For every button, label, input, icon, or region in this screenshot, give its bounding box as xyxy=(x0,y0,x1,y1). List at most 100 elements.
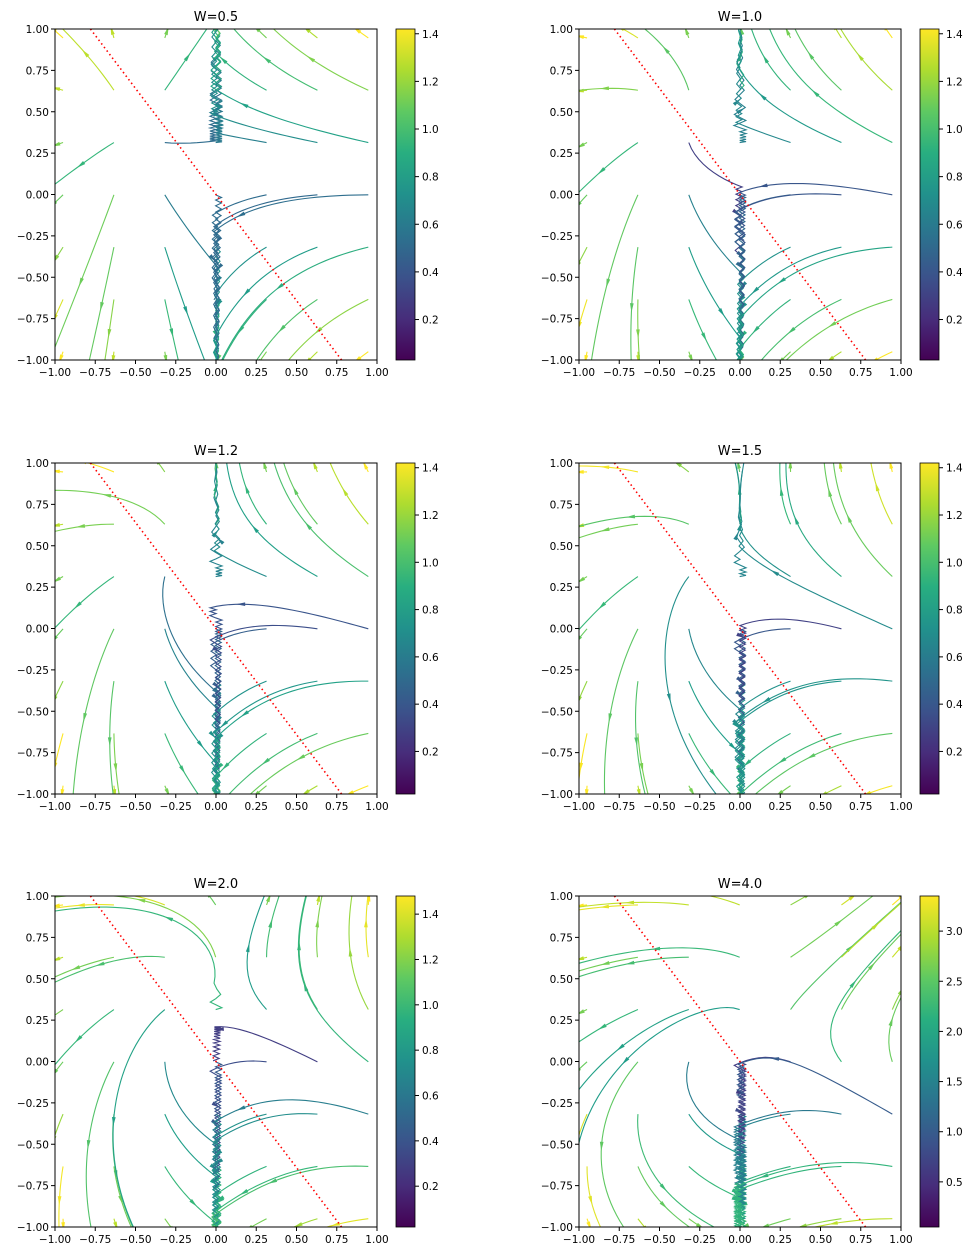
streamline xyxy=(131,896,165,906)
x-tick-label: 0.50 xyxy=(809,1234,832,1246)
streamline xyxy=(840,933,901,1010)
streamline-arrow xyxy=(164,29,169,36)
streamline xyxy=(707,896,740,906)
colorbar-tick-label: 1.4 xyxy=(422,29,439,41)
colorbar xyxy=(919,462,940,795)
colorbar-tick-label: 0.8 xyxy=(422,605,439,617)
streamline xyxy=(797,1218,842,1227)
streamline-arrow xyxy=(306,55,316,63)
colorbar-tick-label: 0.2 xyxy=(946,315,963,327)
streamline xyxy=(891,896,901,906)
x-tick-label: −0.50 xyxy=(643,1234,675,1246)
streamline-arrow xyxy=(588,1195,593,1206)
x-tick-label: 1.00 xyxy=(889,801,912,813)
y-tick-label: 0.00 xyxy=(550,1057,573,1069)
streamline xyxy=(781,351,791,360)
x-tick-label: 0.00 xyxy=(204,1234,227,1246)
streamline-arrow xyxy=(113,763,118,773)
x-tick-label: 0.25 xyxy=(245,801,268,813)
streamline-arrow xyxy=(296,754,306,761)
streamline xyxy=(213,463,267,578)
streamline-arrow xyxy=(305,29,311,34)
chart-title: W=2.0 xyxy=(194,877,238,892)
colorbar-tick-label: 0.6 xyxy=(946,219,963,231)
streamline-arrow xyxy=(770,569,780,577)
y-tick-label: 1.00 xyxy=(26,891,49,903)
x-tick-label: 0.50 xyxy=(285,1234,308,1246)
colorbar-tick-label: 1.0 xyxy=(422,557,439,569)
x-tick-label: −0.25 xyxy=(684,801,716,813)
streamline-arrow xyxy=(86,1139,91,1150)
streamline xyxy=(210,29,369,144)
streamline xyxy=(55,1009,64,1016)
y-tick-label: −1.00 xyxy=(17,355,49,367)
streamline-arrow xyxy=(304,521,313,531)
streamline xyxy=(785,463,842,577)
streamline xyxy=(738,680,791,794)
streamline-arrow xyxy=(734,1131,744,1137)
streamline-arrow xyxy=(237,325,245,335)
streamlines xyxy=(55,896,371,1227)
streamline-arrow xyxy=(95,961,105,967)
streamline-arrow xyxy=(735,220,744,227)
streamline-arrow xyxy=(261,757,270,765)
streamline xyxy=(874,351,893,360)
streamline-arrow xyxy=(183,306,188,316)
streamline-arrow xyxy=(695,1222,703,1227)
streamline xyxy=(55,489,166,525)
streamline xyxy=(688,733,732,794)
x-tick-label: −0.50 xyxy=(643,801,675,813)
streamlines xyxy=(55,463,369,794)
streamline xyxy=(737,182,893,241)
colorbar-tick-label: 0.5 xyxy=(946,1177,963,1189)
streamline-arrow xyxy=(659,1183,667,1192)
colorbar xyxy=(395,895,416,1228)
streamline-arrow xyxy=(179,765,186,775)
streamline-arrow xyxy=(75,903,85,907)
streamlines xyxy=(579,29,893,360)
streamline-arrow xyxy=(579,576,586,583)
streamlines xyxy=(579,896,901,1227)
streamline-arrow xyxy=(600,465,610,470)
colorbar xyxy=(395,462,416,795)
x-tick-label: −0.25 xyxy=(160,801,192,813)
colorbar-tick-label: 0.4 xyxy=(946,267,963,279)
streamline xyxy=(790,901,901,1010)
x-tick-label: 1.00 xyxy=(365,801,388,813)
streamline-arrow xyxy=(777,757,787,764)
x-tick-label: 0.00 xyxy=(204,801,227,813)
colorbar-tick-label: 0.2 xyxy=(422,315,439,327)
y-tick-label: 0.00 xyxy=(26,1057,49,1069)
streamline-arrow xyxy=(735,1107,745,1114)
streamline-arrow xyxy=(76,160,86,168)
streamline-arrow xyxy=(208,730,217,739)
colorbar-tick-label: 1.4 xyxy=(422,463,439,475)
streamline-arrow xyxy=(189,1199,198,1207)
colorbar-tick-label: 1.4 xyxy=(946,463,963,475)
x-tick-label: 1.00 xyxy=(365,1234,388,1246)
streamline-arrow xyxy=(212,103,222,109)
colorbar-tick-label: 0.4 xyxy=(422,1136,439,1148)
streamline xyxy=(226,463,318,578)
streamline xyxy=(214,680,369,794)
dotted-reference-line xyxy=(613,462,867,795)
streamline-arrow xyxy=(55,903,60,908)
x-tick-label: −0.50 xyxy=(643,367,675,379)
streamline-arrow xyxy=(629,303,634,313)
streamline-arrow xyxy=(608,713,613,723)
streamline xyxy=(733,1165,842,1227)
streamline-arrow xyxy=(838,463,843,469)
colorbar-tick-label: 0.6 xyxy=(946,652,963,664)
streamline-arrow xyxy=(579,35,585,39)
streamline-arrow xyxy=(355,356,362,360)
x-tick-label: 0.25 xyxy=(245,1234,268,1246)
streamline xyxy=(157,463,166,473)
streamline xyxy=(579,576,639,631)
streamline-arrow xyxy=(769,1057,780,1061)
streamline-arrow xyxy=(71,965,81,971)
streamline-arrow xyxy=(78,277,84,287)
streamline xyxy=(55,1061,64,1073)
colorbar-tick-label: 1.0 xyxy=(422,1000,439,1012)
x-tick-label: −1.00 xyxy=(563,801,595,813)
